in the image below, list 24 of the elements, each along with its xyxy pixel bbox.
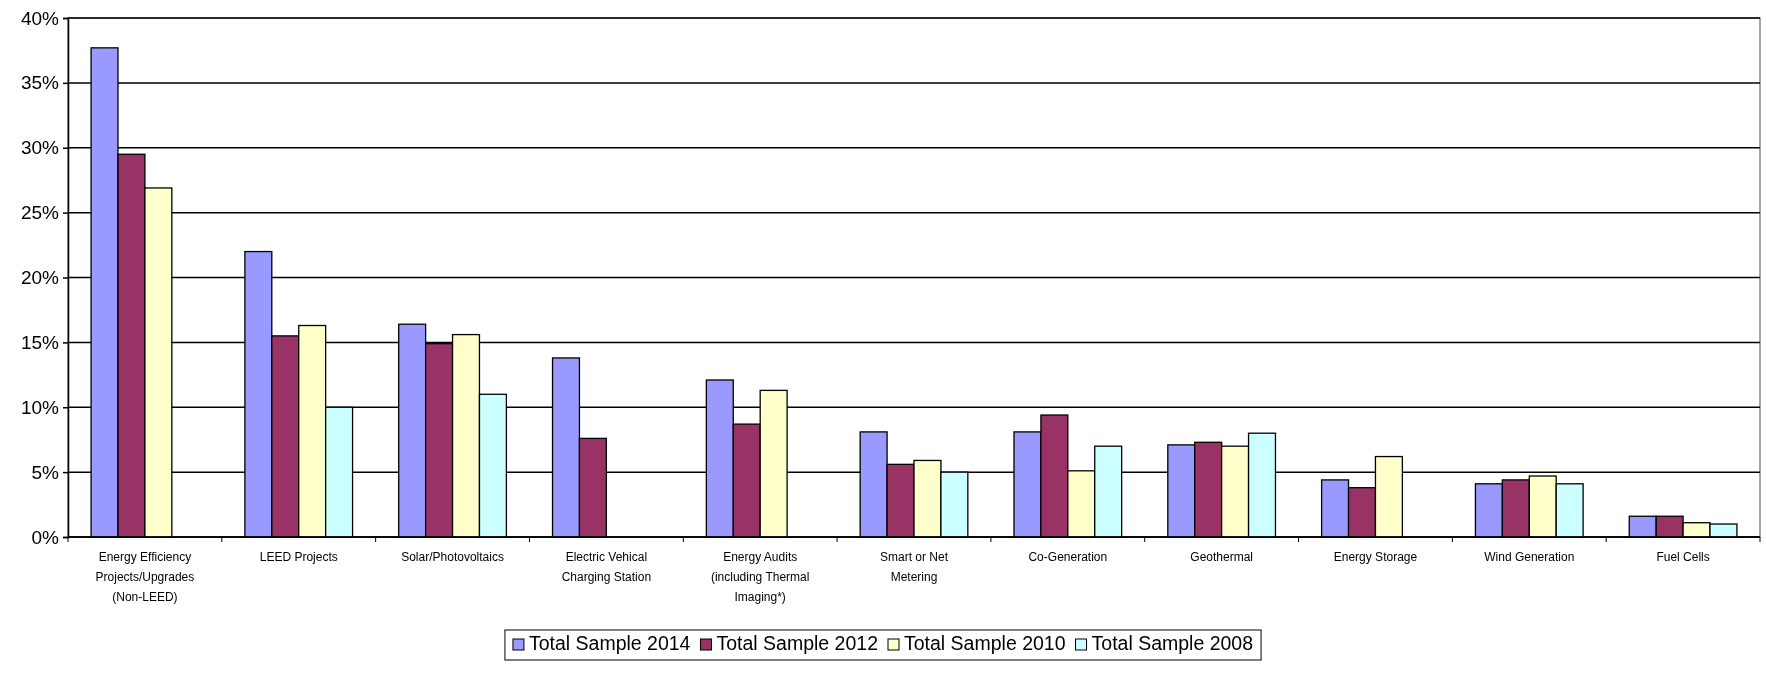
y-tick-label: 20% [20, 267, 60, 289]
y-tick-label: 10% [20, 396, 60, 418]
x-tick-label: LEED Projects [259, 550, 338, 564]
y-tick-label: 30% [20, 137, 60, 159]
legend-label: Total Sample 2012 [716, 632, 878, 654]
y-tick-label: 15% [20, 331, 60, 353]
y-tick-label: 40% [20, 7, 60, 29]
legend-label: Total Sample 2010 [904, 632, 1066, 654]
x-tick-label: Solar/Photovoltaics [401, 550, 504, 564]
y-tick-label: 35% [20, 72, 60, 94]
x-tick-label: Co-Generation [1028, 550, 1108, 564]
y-tick-label: 5% [31, 461, 60, 483]
x-tick-label: Energy Audits (including Thermal Imaging*) [710, 550, 810, 604]
x-tick-label: Energy Efficiency Projects/Upgrades (Non-LEED) [95, 550, 195, 604]
x-tick-label: Electric Vehical Charging Station [561, 550, 652, 584]
x-tick-label: Energy Storage [1333, 550, 1418, 564]
x-tick-label: Fuel Cells [1656, 550, 1710, 564]
y-tick-label: 25% [20, 202, 60, 224]
legend-label: Total Sample 2014 [528, 632, 691, 654]
x-tick-label: Geothermal [1190, 550, 1253, 564]
x-tick-label: Smart or Net Metering [879, 550, 949, 584]
x-tick-label: Wind Generation [1484, 550, 1575, 564]
y-tick-label: 0% [31, 526, 60, 548]
legend-label: Total Sample 2008 [1091, 632, 1254, 654]
